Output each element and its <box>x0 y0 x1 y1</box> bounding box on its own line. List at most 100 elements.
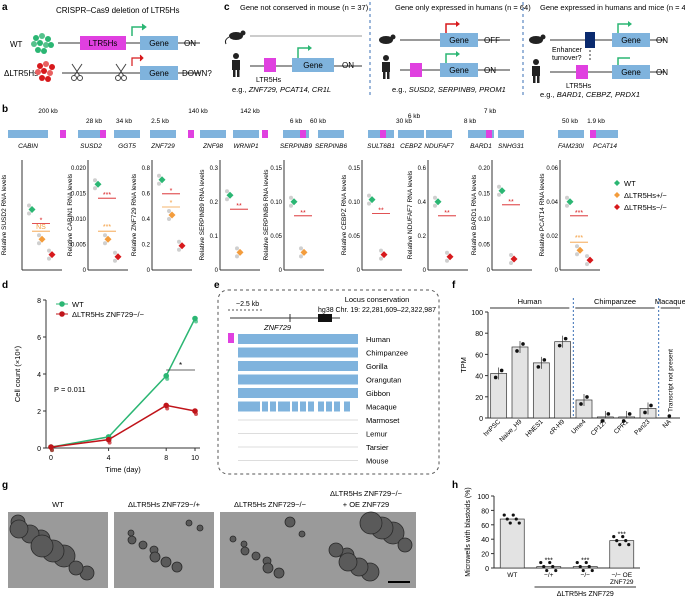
ltr5hs-track-box <box>380 130 386 138</box>
tick-label: 0.10 <box>478 217 490 223</box>
mean-point <box>28 206 36 213</box>
gene-track-box <box>468 130 494 138</box>
species-label: Marmoset <box>366 416 400 425</box>
panel-g: g WT ΔLTR5Hs ZNF729−/+ ΔLTR5Hs ZNF729−/− ΔL… <box>2 480 416 588</box>
ltr5hs-track-box <box>486 130 492 138</box>
tick-label: 0.15 <box>478 192 490 198</box>
replicate-point <box>565 195 569 200</box>
y-tick-label: 20 <box>481 552 489 559</box>
gene-track-box <box>150 130 176 138</box>
species-label: Macaque <box>366 403 397 412</box>
x-tick-label: 4 <box>107 455 111 462</box>
significance-label: *** <box>581 558 589 565</box>
mean-point <box>576 246 584 254</box>
species-label: Gorilla <box>366 362 389 371</box>
scissors-icon <box>71 63 83 81</box>
y-axis-label: Relative CABIN1 RNA levels <box>67 173 74 256</box>
replicate-point <box>177 247 181 252</box>
replicate-point <box>606 412 611 416</box>
replicate-point <box>37 233 41 238</box>
y-tick-label: 40 <box>481 537 489 544</box>
y-tick-label: 8 <box>37 298 41 305</box>
blastoid <box>251 551 261 561</box>
micrograph-label: ΔLTR5Hs ZNF729−/− <box>234 500 307 509</box>
tick-label: 0 <box>215 268 219 274</box>
blastoid <box>127 535 137 545</box>
replicate-point <box>379 248 383 253</box>
replicate-point <box>499 368 504 373</box>
scale-label: 30 kb <box>396 118 412 125</box>
y-tick-label: 60 <box>475 352 483 359</box>
panel-e: e Locus conservation ~2.5 kb hg38 Chr. 1… <box>214 280 440 475</box>
human-icon <box>532 59 540 83</box>
replicate-point <box>299 246 303 251</box>
x-tick-label: Ume4 <box>570 418 587 435</box>
gene-track-label: SERPINB6 <box>315 143 348 150</box>
replicate-point <box>590 568 594 573</box>
replicate-point <box>584 560 588 565</box>
tick-label: 0.3 <box>210 166 219 172</box>
c-header-2: Gene only expressed in humans (n = 64) <box>395 3 531 12</box>
x-tick-label: ZNF729 <box>610 579 634 586</box>
ltr5hs-track-box <box>300 130 306 138</box>
mean-point <box>114 253 122 261</box>
on-label: ON <box>184 39 196 48</box>
group-label: Chimpanzee <box>594 297 636 306</box>
replicate-point <box>536 365 541 369</box>
replicate-point <box>627 412 632 416</box>
replicate-point <box>612 535 616 539</box>
panel-b-label: b <box>2 104 8 115</box>
conservation-bar <box>238 334 358 344</box>
mean-point <box>434 198 442 206</box>
ltr5hs-track-box <box>100 130 106 138</box>
significance-label: *** <box>103 224 111 231</box>
significance-label: NS <box>36 224 46 231</box>
replicate-point <box>299 254 303 259</box>
replicate-point <box>649 403 653 408</box>
bar <box>532 362 550 419</box>
blastoid <box>138 540 148 550</box>
tick-label: 0 <box>555 268 559 274</box>
gene-track-box <box>233 130 259 138</box>
gene-track-label: GGT5 <box>118 143 136 150</box>
replicate-point <box>509 253 513 257</box>
replicate-point <box>542 564 546 569</box>
x-tick-label: −/− <box>581 572 591 579</box>
ltr5hs-track-box <box>262 130 268 138</box>
y-tick-label: 80 <box>481 508 489 515</box>
conservation-segment <box>326 401 332 412</box>
panel-d-label: d <box>2 280 8 291</box>
replicate-point <box>551 564 555 569</box>
gene-track-label: SERPINB9 <box>280 143 313 150</box>
mouse-icon <box>529 34 546 44</box>
human-icon <box>382 55 390 79</box>
tick-label: 0 <box>279 268 283 274</box>
significance-label: *** <box>575 235 583 242</box>
species-label: Mouse <box>366 457 389 466</box>
gene-track-label: BARD1 <box>470 143 492 150</box>
gene-track-box <box>8 130 48 138</box>
tick-label: 0.10 <box>348 200 360 206</box>
mean-point <box>510 255 518 263</box>
on-label: ON <box>342 61 354 70</box>
group-label: Human <box>518 297 542 306</box>
mean-point <box>236 248 244 256</box>
replicate-point <box>47 256 51 261</box>
replicate-point <box>50 448 54 453</box>
tick-label: 0.010 <box>71 217 87 223</box>
replicate-point <box>517 521 521 525</box>
scale-label: 60 kb <box>310 118 326 125</box>
replicate-point <box>177 239 181 244</box>
gene-track-box <box>498 130 524 138</box>
bar <box>511 346 529 419</box>
replicate-point <box>367 193 371 198</box>
panel-a-label: a <box>2 2 8 13</box>
mean-point <box>300 248 308 256</box>
mean-point <box>368 196 376 204</box>
c-header-3: Gene expressed in humans and mice (n = 4… <box>540 3 685 12</box>
conservation-segment <box>308 401 314 412</box>
replicate-point <box>557 343 562 348</box>
tick-label: 0.05 <box>478 243 490 249</box>
